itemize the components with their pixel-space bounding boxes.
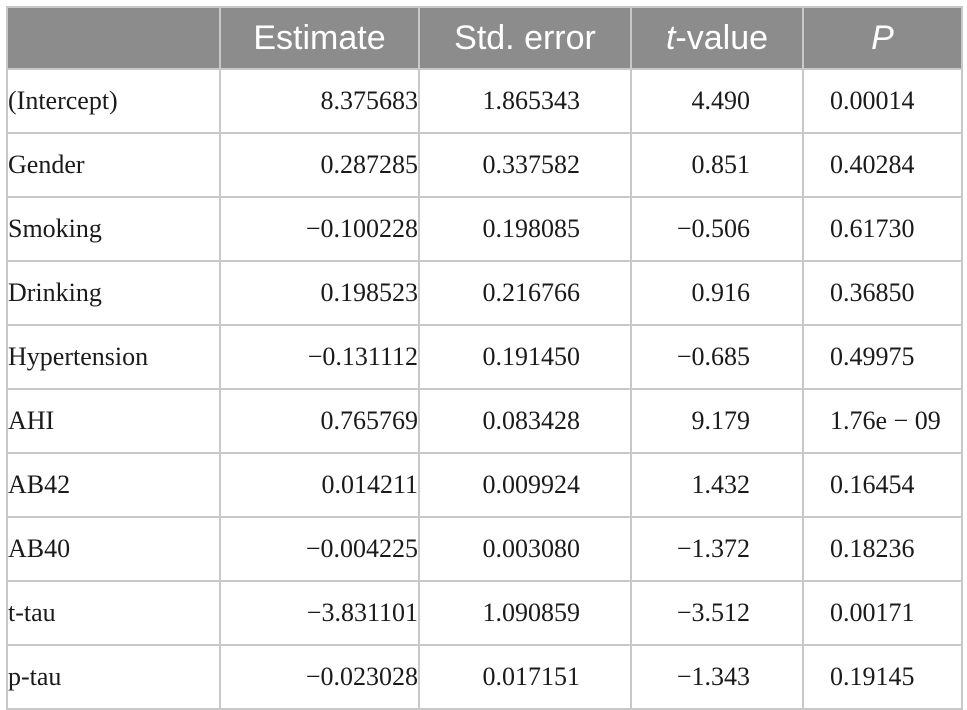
cell-term: Smoking — [6, 196, 221, 262]
table-row: Gender 0.287285 0.337582 0.851 0.40284 — [6, 132, 963, 198]
cell-p: 0.16454 — [802, 452, 963, 518]
cell-p: 1.76e − 09 — [802, 388, 963, 454]
cell-term: p-tau — [6, 644, 221, 710]
cell-t-value: 1.432 — [630, 452, 804, 518]
table-row: Smoking −0.100228 0.198085 −0.506 0.61730 — [6, 196, 963, 262]
header-p: P — [802, 6, 963, 70]
cell-p: 0.40284 — [802, 132, 963, 198]
cell-p: 0.18236 — [802, 516, 963, 582]
cell-p: 0.00014 — [802, 68, 963, 134]
cell-t-value: 9.179 — [630, 388, 804, 454]
cell-estimate: 8.375683 — [219, 68, 420, 134]
header-t-value: t-value — [630, 6, 804, 70]
table-row: p-tau −0.023028 0.017151 −1.343 0.19145 — [6, 644, 963, 710]
cell-t-value: 4.490 — [630, 68, 804, 134]
table-row: AB40 −0.004225 0.003080 −1.372 0.18236 — [6, 516, 963, 582]
cell-std-error: 0.083428 — [418, 388, 632, 454]
table-row: Drinking 0.198523 0.216766 0.916 0.36850 — [6, 260, 963, 326]
cell-estimate: −0.023028 — [219, 644, 420, 710]
cell-p: 0.61730 — [802, 196, 963, 262]
cell-t-value: 0.916 — [630, 260, 804, 326]
cell-term: Drinking — [6, 260, 221, 326]
header-estimate: Estimate — [219, 6, 420, 70]
cell-estimate: −0.004225 — [219, 516, 420, 582]
cell-estimate: 0.198523 — [219, 260, 420, 326]
cell-t-value: −1.343 — [630, 644, 804, 710]
cell-term: AB40 — [6, 516, 221, 582]
table-row: AB42 0.014211 0.009924 1.432 0.16454 — [6, 452, 963, 518]
cell-std-error: 0.216766 — [418, 260, 632, 326]
cell-estimate: −3.831101 — [219, 580, 420, 646]
cell-t-value: −0.685 — [630, 324, 804, 390]
header-t-value-variable: t — [665, 18, 676, 57]
cell-std-error: 0.191450 — [418, 324, 632, 390]
cell-std-error: 1.865343 — [418, 68, 632, 134]
table-row: AHI 0.765769 0.083428 9.179 1.76e − 09 — [6, 388, 963, 454]
cell-estimate: 0.287285 — [219, 132, 420, 198]
cell-t-value: −1.372 — [630, 516, 804, 582]
cell-term: (Intercept) — [6, 68, 221, 134]
cell-t-value: −3.512 — [630, 580, 804, 646]
table-row: (Intercept) 8.375683 1.865343 4.490 0.00014 — [6, 68, 963, 134]
cell-std-error: 1.090859 — [418, 580, 632, 646]
header-t-value-suffix: -value — [675, 18, 769, 57]
cell-t-value: −0.506 — [630, 196, 804, 262]
cell-estimate: −0.131112 — [219, 324, 420, 390]
cell-t-value: 0.851 — [630, 132, 804, 198]
cell-std-error: 0.003080 — [418, 516, 632, 582]
cell-std-error: 0.198085 — [418, 196, 632, 262]
cell-term: AHI — [6, 388, 221, 454]
cell-term: Hypertension — [6, 324, 221, 390]
header-term — [6, 6, 221, 70]
header-std-error: Std. error — [418, 6, 632, 70]
cell-std-error: 0.017151 — [418, 644, 632, 710]
cell-term: t-tau — [6, 580, 221, 646]
table-row: t-tau −3.831101 1.090859 −3.512 0.00171 — [6, 580, 963, 646]
cell-estimate: 0.765769 — [219, 388, 420, 454]
cell-estimate: −0.100228 — [219, 196, 420, 262]
header-row: Estimate Std. error t-value P — [6, 6, 963, 70]
cell-p: 0.19145 — [802, 644, 963, 710]
cell-p: 0.36850 — [802, 260, 963, 326]
cell-term: AB42 — [6, 452, 221, 518]
table-row: Hypertension −0.131112 0.191450 −0.685 0.499… — [6, 324, 963, 390]
cell-p: 0.00171 — [802, 580, 963, 646]
cell-std-error: 0.337582 — [418, 132, 632, 198]
cell-std-error: 0.009924 — [418, 452, 632, 518]
cell-p: 0.49975 — [802, 324, 963, 390]
cell-estimate: 0.014211 — [219, 452, 420, 518]
cell-term: Gender — [6, 132, 221, 198]
regression-table: Estimate Std. error t-value P (Intercept… — [6, 6, 963, 710]
